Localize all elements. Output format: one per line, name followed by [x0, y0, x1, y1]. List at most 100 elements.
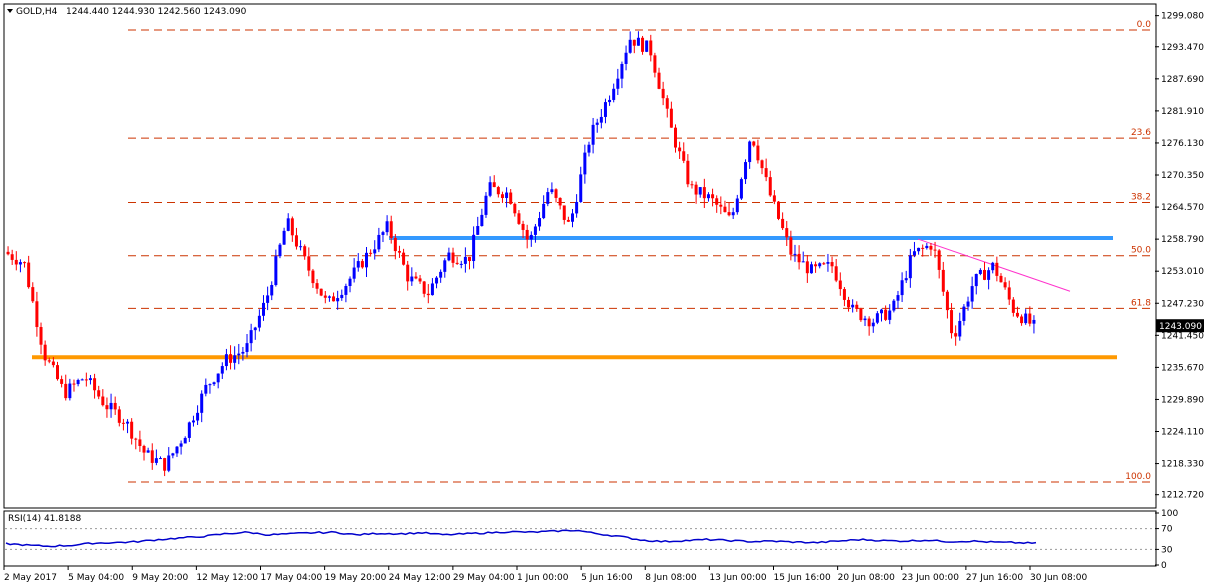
- candle-body: [744, 162, 748, 180]
- candlestick-series: [6, 31, 1036, 477]
- time-tick-label: 23 Jun 00:00: [902, 573, 959, 583]
- candle-body: [966, 301, 970, 307]
- candle-body: [896, 295, 900, 301]
- candle-body: [1015, 312, 1019, 317]
- candle-body: [875, 313, 879, 323]
- price-tick-label: 1253.010: [1161, 267, 1204, 277]
- candle-body: [851, 304, 855, 308]
- candle-body: [76, 379, 80, 385]
- candle-body: [954, 333, 958, 337]
- candle-body: [999, 275, 1003, 283]
- candle-body: [521, 223, 525, 230]
- ohlc-values: 1244.440 1244.930 1242.560 1243.090: [66, 7, 247, 17]
- candle-body: [682, 151, 686, 161]
- candle-body: [208, 384, 212, 386]
- candle-body: [389, 221, 393, 238]
- rsi-label: RSI(14) 41.8188: [8, 514, 81, 524]
- candle-body: [863, 318, 867, 321]
- candle-body: [200, 393, 204, 413]
- candle-body: [974, 273, 978, 287]
- candle-body: [752, 141, 756, 146]
- price-tick-label: 1224.110: [1161, 428, 1204, 438]
- fib-level-label: 0.0: [1137, 20, 1152, 30]
- price-tick-label: 1287.690: [1161, 75, 1204, 85]
- rsi-tick-label: 70: [1161, 525, 1173, 535]
- candle-body: [142, 445, 146, 453]
- candle-body: [340, 294, 344, 299]
- candle-body: [216, 373, 220, 383]
- candle-body: [571, 213, 574, 222]
- candle-body: [27, 262, 31, 288]
- price-tick-label: 1293.470: [1161, 43, 1204, 53]
- price-tick-label: 1264.570: [1161, 203, 1204, 213]
- candle-body: [579, 174, 583, 202]
- candle-body: [884, 309, 888, 320]
- candle-body: [756, 145, 760, 161]
- candle-body: [838, 280, 842, 290]
- candle-body: [706, 194, 710, 199]
- candle-body: [575, 201, 579, 214]
- time-tick-label: 19 May 20:00: [325, 573, 387, 583]
- candle-body: [678, 147, 682, 152]
- candle-body: [257, 315, 261, 328]
- candle-body: [669, 108, 673, 128]
- dropdown-triangle-icon[interactable]: [7, 9, 13, 13]
- candle-body: [793, 253, 797, 255]
- candle-body: [735, 198, 739, 213]
- rsi-indicator: [5, 529, 1037, 548]
- candle-body: [945, 291, 949, 311]
- candle-body: [628, 39, 632, 53]
- candle-body: [1003, 282, 1007, 288]
- candle-body: [933, 249, 937, 251]
- candle-body: [422, 281, 426, 294]
- time-tick-label: 8 Jun 08:00: [645, 573, 697, 583]
- candle-body: [908, 255, 912, 279]
- time-tick-label: 27 Jun 16:00: [966, 573, 1023, 583]
- candle-body: [196, 412, 200, 421]
- candle-body: [505, 192, 509, 198]
- candle-body: [315, 283, 319, 289]
- candle-body: [249, 330, 253, 344]
- candle-body: [356, 261, 360, 268]
- candle-body: [842, 289, 846, 300]
- time-tick-label: 29 May 04:00: [453, 573, 515, 583]
- candle-body: [307, 256, 311, 271]
- candle-body: [702, 187, 706, 199]
- candle-body: [270, 285, 274, 296]
- current-price-label: 1243.090: [1159, 322, 1202, 332]
- candle-body: [294, 235, 298, 247]
- candle-body: [525, 229, 529, 240]
- candle-body: [233, 355, 237, 363]
- candle-body: [23, 262, 27, 264]
- price-tick-label: 1276.130: [1161, 139, 1204, 149]
- price-tick-label: 1229.890: [1161, 395, 1204, 405]
- candle-body: [455, 262, 459, 264]
- candle-body: [698, 187, 702, 195]
- candle-body: [917, 247, 921, 252]
- candle-body: [113, 402, 117, 410]
- candle-body: [694, 184, 698, 195]
- candle-body: [332, 296, 336, 302]
- candle-body: [636, 37, 640, 46]
- candle-body: [1007, 287, 1011, 300]
- price-tick-label: 1281.910: [1161, 107, 1204, 117]
- candle-body: [983, 269, 986, 280]
- price-tick-label: 1241.450: [1161, 331, 1204, 341]
- candle-body: [290, 218, 294, 236]
- candle-body: [867, 318, 871, 327]
- candle-body: [212, 382, 216, 385]
- candle-body: [830, 262, 834, 267]
- candle-body: [855, 304, 859, 309]
- candle-body: [68, 383, 72, 399]
- candle-body: [476, 226, 480, 235]
- rsi-tick-label: 0: [1161, 561, 1167, 571]
- candle-body: [822, 263, 826, 265]
- time-tick-label: 5 May 04:00: [68, 573, 124, 583]
- candle-body: [871, 322, 875, 327]
- candle-body: [991, 262, 995, 271]
- candle-body: [179, 443, 183, 447]
- candle-body: [385, 221, 389, 233]
- candle-body: [587, 144, 591, 153]
- candle-body: [410, 276, 414, 282]
